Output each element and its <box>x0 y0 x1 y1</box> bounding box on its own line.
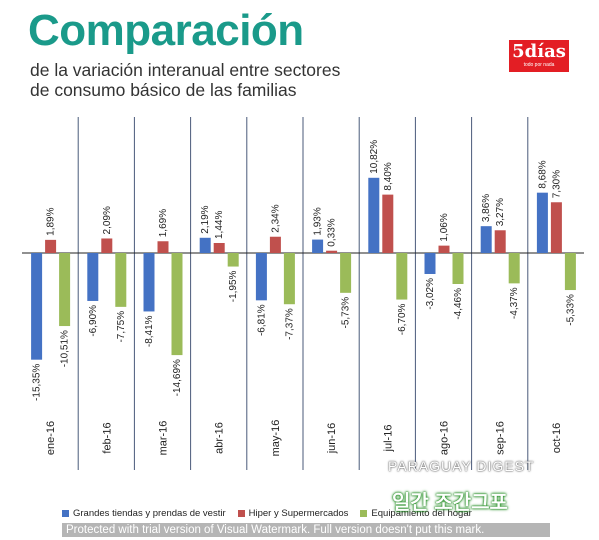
data-label-1-may-16: -6,81% <box>256 304 267 336</box>
bar-1-mar-16 <box>143 253 155 312</box>
category-label-jun-16: jun-16 <box>326 423 338 455</box>
bar-2-abr-16 <box>213 242 225 253</box>
data-label-2-abr-16: 1,44% <box>214 211 225 239</box>
legend-label-series3: Equipamiento del hogar <box>371 508 472 519</box>
chart-title: Comparación <box>28 6 304 55</box>
watermark-korean: 일간 조간그포 <box>392 492 508 514</box>
data-label-3-mar-16: -14,69% <box>172 359 183 396</box>
data-label-2-sep-16: 3,27% <box>495 198 506 226</box>
bar-2-ene-16 <box>45 239 57 253</box>
bar-2-ago-16 <box>438 245 450 253</box>
data-label-1-jul-16: 10,82% <box>369 140 380 174</box>
data-label-1-abr-16: 2,19% <box>200 205 211 233</box>
data-label-1-ene-16: -15,35% <box>32 364 43 401</box>
bar-2-mar-16 <box>157 241 169 253</box>
bar-1-may-16 <box>255 253 267 301</box>
bar-1-abr-16 <box>199 237 211 253</box>
legend-item-series3: Equipamiento del hogar <box>360 508 472 519</box>
bar-1-ago-16 <box>424 253 436 274</box>
bar-3-jul-16 <box>396 253 408 300</box>
bar-3-oct-16 <box>564 253 576 291</box>
subtitle-line-2: de consumo básico de las familias <box>30 80 297 100</box>
data-label-2-feb-16: 2,09% <box>102 206 113 234</box>
legend-item-series1: Grandes tiendas y prendas de vestir <box>62 508 226 519</box>
data-label-1-ago-16: -3,02% <box>425 278 436 310</box>
data-label-2-jun-16: 0,33% <box>327 218 338 246</box>
data-label-2-jul-16: 8,40% <box>383 162 394 190</box>
legend-item-series2: Hiper y Supermercados <box>237 508 349 519</box>
data-label-2-mar-16: 1,69% <box>158 209 169 237</box>
data-label-3-sep-16: -4,37% <box>509 287 520 319</box>
data-label-3-jun-16: -5,73% <box>341 297 352 329</box>
brand-logo: 5días todo por nada <box>509 40 569 72</box>
bar-2-feb-16 <box>101 238 113 253</box>
data-label-3-oct-16: -5,33% <box>565 294 576 326</box>
category-label-may-16: may-16 <box>270 420 282 457</box>
data-label-1-jun-16: 1,93% <box>313 207 324 235</box>
data-label-2-ene-16: 1,89% <box>46 207 57 235</box>
bar-3-ene-16 <box>59 253 71 327</box>
category-label-ago-16: ago-16 <box>439 421 451 455</box>
subtitle-line-1: de la variación interanual entre sectore… <box>30 60 341 80</box>
bar-3-mar-16 <box>171 253 183 356</box>
data-label-1-feb-16: -6,90% <box>88 305 99 337</box>
bar-1-oct-16 <box>536 192 548 253</box>
bar-2-oct-16 <box>550 202 562 253</box>
data-label-3-feb-16: -7,75% <box>116 311 127 343</box>
bar-3-jun-16 <box>340 253 352 293</box>
bar-1-jun-16 <box>312 239 324 253</box>
data-label-3-ene-16: -10,51% <box>60 330 71 367</box>
data-label-3-abr-16: -1,95% <box>228 270 239 302</box>
category-label-ene-16: ene-16 <box>45 421 57 455</box>
legend-swatch-series3 <box>360 510 368 517</box>
bar-3-ago-16 <box>452 253 464 284</box>
watermark-text: PARAGUAY DIGEST <box>388 458 535 474</box>
logo-text: 5días <box>512 41 566 62</box>
data-label-1-mar-16: -8,41% <box>144 315 155 347</box>
bar-2-may-16 <box>269 236 281 253</box>
bar-3-may-16 <box>283 253 295 305</box>
category-label-mar-16: mar-16 <box>158 421 170 456</box>
bar-2-sep-16 <box>494 230 506 253</box>
bar-1-ene-16 <box>31 253 43 360</box>
bar-2-jun-16 <box>326 250 338 253</box>
data-label-2-ago-16: 1,06% <box>439 213 450 241</box>
category-label-abr-16: abr-16 <box>214 422 226 454</box>
data-label-1-oct-16: 8,68% <box>537 160 548 188</box>
bar-2-jul-16 <box>382 194 394 253</box>
bar-1-jul-16 <box>368 177 380 253</box>
data-label-3-may-16: -7,37% <box>284 308 295 340</box>
chart-subtitle: de la variación interanual entre sectore… <box>30 60 340 100</box>
data-label-3-jul-16: -6,70% <box>397 303 408 335</box>
legend-label-series1: Grandes tiendas y prendas de vestir <box>73 508 226 519</box>
data-label-2-oct-16: 7,30% <box>551 170 562 198</box>
data-label-3-ago-16: -4,46% <box>453 288 464 320</box>
bar-1-sep-16 <box>480 226 492 253</box>
bar-3-abr-16 <box>227 253 239 267</box>
logo-tagline: todo por nada <box>523 62 555 68</box>
legend-swatch-series1 <box>62 510 69 517</box>
bar-3-sep-16 <box>508 253 520 284</box>
category-label-oct-16: oct-16 <box>551 423 563 454</box>
bar-3-feb-16 <box>115 253 127 307</box>
category-label-sep-16: sep-16 <box>495 421 507 455</box>
category-label-feb-16: feb-16 <box>101 422 113 453</box>
category-label-jul-16: jul-16 <box>382 425 394 453</box>
bar-1-feb-16 <box>87 253 99 301</box>
data-label-2-may-16: 2,34% <box>270 204 281 232</box>
watermark-bar: Protected with trial version of Visual W… <box>62 523 550 537</box>
legend-swatch-series2 <box>237 510 245 517</box>
chart-legend: Grandes tiendas y prendas de vestir Hipe… <box>62 508 472 519</box>
data-label-1-sep-16: 3,86% <box>481 194 492 222</box>
legend-label-series2: Hiper y Supermercados <box>248 508 349 519</box>
